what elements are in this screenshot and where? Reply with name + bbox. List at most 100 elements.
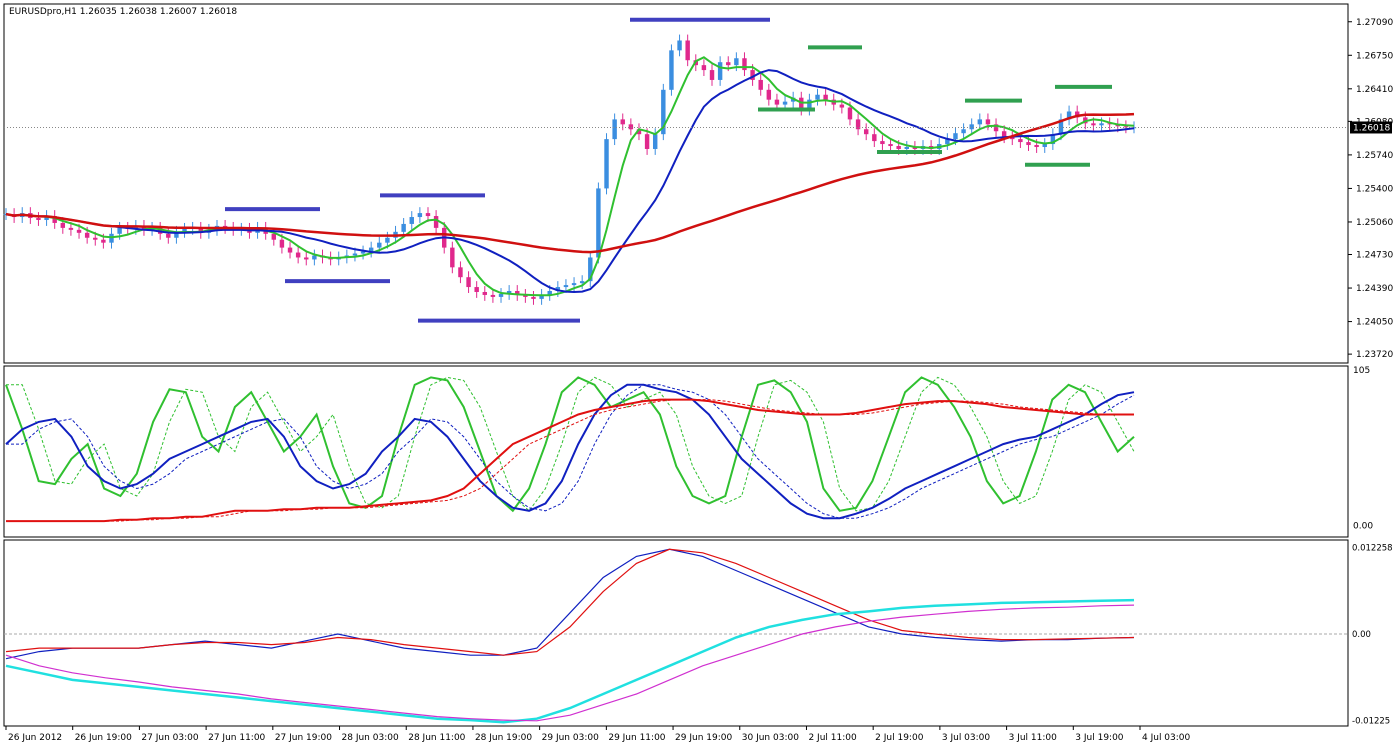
candle-body: [555, 287, 561, 292]
y-tick-label: 1.25060: [1356, 218, 1393, 228]
candle-body: [474, 287, 479, 292]
candle-body: [677, 40, 682, 51]
candle-body: [953, 133, 958, 140]
x-tick-label: 3 Jul 03:00: [942, 733, 991, 743]
candle-body: [945, 139, 950, 145]
candle-body: [433, 216, 439, 228]
x-tick-label: 28 Jun 03:00: [342, 733, 399, 743]
oscillator-y-tick-label: 105: [1353, 366, 1370, 376]
x-tick-label: 26 Jun 19:00: [75, 733, 132, 743]
candle-body: [969, 124, 974, 130]
oscillator-line: [6, 398, 1134, 523]
y-tick-label: 1.25740: [1356, 151, 1393, 161]
candle-body: [807, 99, 812, 110]
candle-body: [368, 247, 374, 252]
candle-body: [312, 255, 317, 260]
x-tick-label: 28 Jun 19:00: [475, 733, 532, 743]
candle-body: [1034, 145, 1039, 148]
candle-body: [295, 252, 301, 258]
y-tick-label: 1.23720: [1356, 350, 1393, 360]
candle-body: [644, 134, 650, 149]
candle-body: [872, 134, 877, 142]
candle-body: [782, 101, 788, 105]
candle-body: [93, 237, 98, 240]
macd-y-tick-label: 0.00: [1352, 630, 1371, 640]
candle-body: [604, 139, 609, 189]
candle-body: [855, 119, 861, 130]
candle-body: [401, 223, 406, 232]
candle-body: [888, 144, 893, 147]
macd-line: [5, 548, 1135, 656]
x-tick-label: 30 Jun 03:00: [742, 733, 799, 743]
x-tick-label: 3 Jul 11:00: [1009, 733, 1058, 743]
candle-body: [523, 294, 528, 297]
oscillator-signal-line: [6, 399, 1134, 522]
candle-body: [182, 228, 187, 232]
candle-body: [547, 291, 552, 295]
candle-body: [531, 296, 536, 299]
candle-body: [669, 50, 674, 90]
candle-body: [961, 129, 966, 134]
candle-body: [287, 247, 293, 253]
candle-body: [174, 231, 179, 238]
current-price-label: 1.26018: [1353, 123, 1390, 133]
x-tick-label: 27 Jun 11:00: [208, 733, 265, 743]
y-tick-label: 1.25400: [1356, 184, 1393, 194]
x-tick-label: 26 Jun 2012: [8, 733, 62, 743]
candle-body: [742, 58, 747, 71]
candle-body: [823, 94, 828, 100]
candle-body: [515, 291, 520, 295]
candle-body: [904, 147, 909, 149]
candle-body: [620, 119, 625, 125]
macd-panel: [3, 539, 1349, 727]
macd-y-tick-label: 0.012258: [1352, 543, 1393, 553]
candle-body: [1074, 111, 1080, 118]
candle-body: [498, 293, 504, 297]
candle-body: [571, 283, 577, 286]
candle-body: [377, 242, 382, 248]
x-tick-label: 2 Jul 11:00: [808, 733, 857, 743]
candle-body: [588, 257, 593, 282]
candle-body: [279, 239, 285, 248]
current-price-tag: [1350, 121, 1392, 134]
candle-body: [198, 227, 203, 233]
chart-title: EURUSDpro,H1 1.26035 1.26038 1.26007 1.2…: [9, 7, 237, 17]
candle-body: [1001, 131, 1007, 138]
macd-line: [5, 604, 1135, 722]
x-tick-label: 27 Jun 03:00: [141, 733, 198, 743]
candle-body: [628, 124, 634, 130]
y-tick-label: 1.24390: [1356, 284, 1393, 294]
y-tick-label: 1.24730: [1356, 251, 1393, 261]
axes-layer: 1.270901.267501.264101.260801.257401.254…: [4, 18, 1393, 743]
candle-body: [612, 119, 617, 140]
candle-body: [880, 141, 885, 145]
x-tick-label: 2 Jul 19:00: [875, 733, 924, 743]
candle-body: [636, 129, 642, 135]
candle-body: [1010, 137, 1015, 140]
candle-body: [993, 124, 999, 132]
oscillator-line: [5, 383, 1135, 520]
x-tick-label: 27 Jun 19:00: [275, 733, 332, 743]
macd-line: [5, 598, 1135, 724]
candle-body: [1058, 119, 1064, 135]
candle-body: [652, 134, 658, 149]
candle-body: [506, 291, 512, 294]
candle-body: [458, 267, 463, 278]
candle-body: [839, 104, 845, 108]
candle-body: [1091, 123, 1096, 126]
candle-body: [758, 79, 763, 90]
candle-body: [44, 216, 49, 220]
candle-body: [409, 217, 414, 224]
candle-body: [539, 294, 544, 299]
candle-body: [579, 281, 585, 284]
candle-body: [84, 232, 90, 238]
macd-y-tick-label: -0.01225: [1352, 716, 1390, 726]
y-tick-label: 1.27090: [1356, 18, 1393, 28]
candle-body: [985, 119, 991, 125]
candle-body: [360, 251, 366, 254]
candle-body: [1107, 123, 1112, 125]
candle-body: [1123, 126, 1129, 128]
candle-body: [709, 70, 715, 80]
candle-body: [117, 227, 122, 234]
